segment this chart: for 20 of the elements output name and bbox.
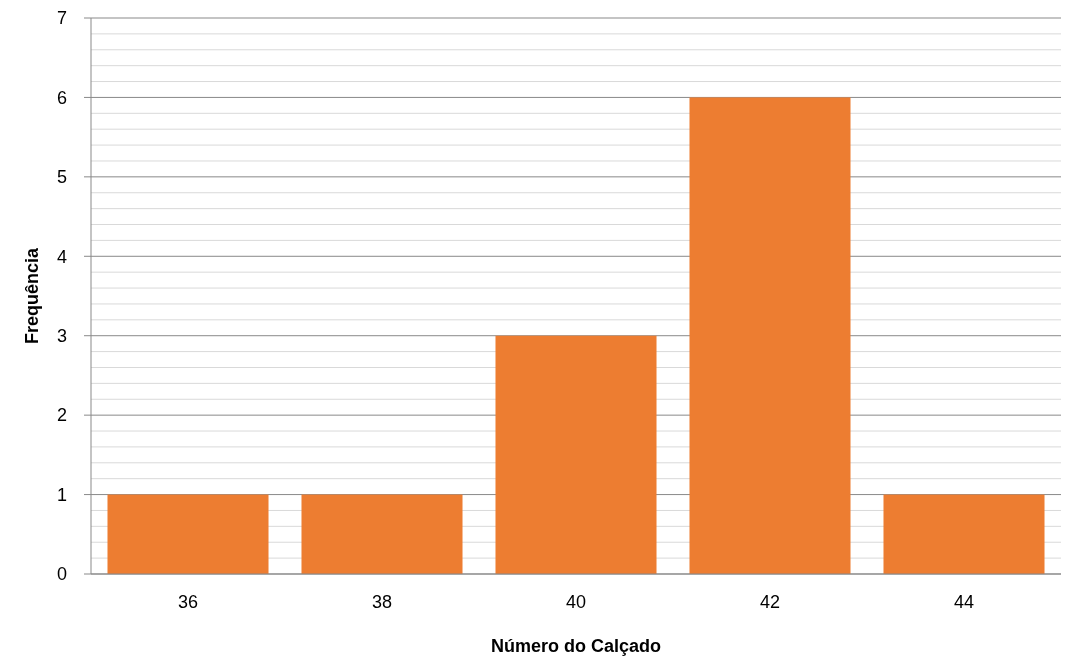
x-tick-label: 40 bbox=[565, 592, 587, 612]
x-tick-label: 44 bbox=[953, 592, 975, 612]
y-tick-label: 6 bbox=[56, 87, 67, 108]
y-tick-label: 4 bbox=[56, 246, 67, 267]
bar bbox=[495, 335, 657, 574]
y-tick-label: 0 bbox=[56, 564, 67, 585]
x-axis-title: Número do Calçado bbox=[490, 636, 662, 656]
y-tick-label: 5 bbox=[56, 167, 67, 188]
x-tick-label: 38 bbox=[371, 592, 393, 612]
x-tick-label: 36 bbox=[177, 592, 199, 612]
bar bbox=[301, 494, 463, 574]
y-tick-label: 1 bbox=[56, 484, 67, 505]
y-tick-label: 3 bbox=[56, 326, 67, 347]
bar bbox=[883, 494, 1045, 574]
bar bbox=[107, 494, 269, 574]
y-tick-label: 2 bbox=[56, 405, 67, 426]
y-axis-title: Frequência bbox=[22, 247, 42, 345]
bar bbox=[689, 97, 851, 574]
x-tick-label: 42 bbox=[759, 592, 781, 612]
y-tick-label: 7 bbox=[56, 8, 67, 29]
